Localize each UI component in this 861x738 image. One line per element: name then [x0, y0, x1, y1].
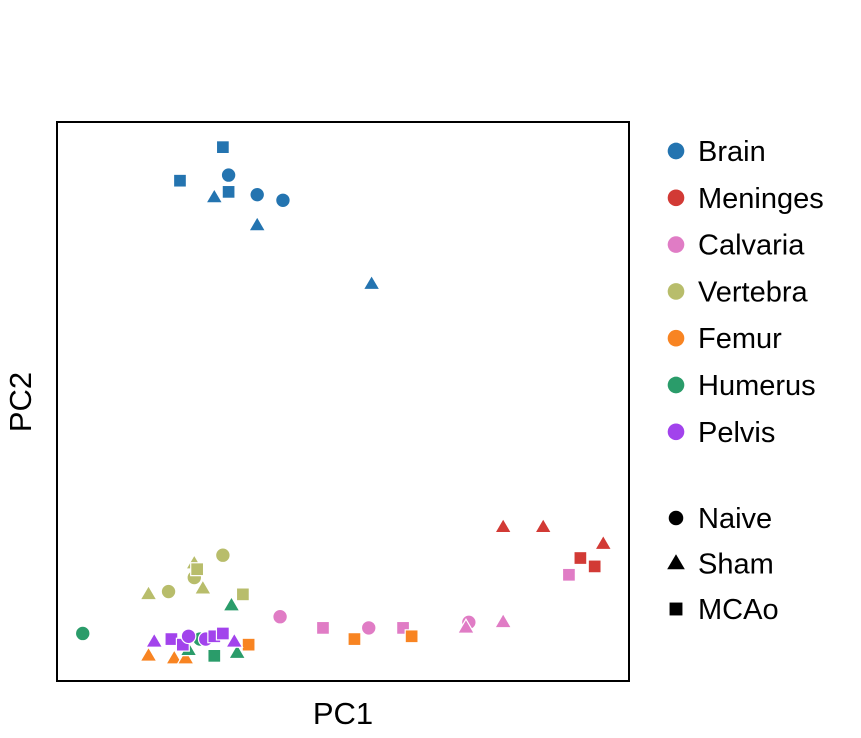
legend-label-femur: Femur	[698, 323, 782, 355]
point-calvaria-mcao	[315, 620, 331, 635]
point-meninges-sham	[493, 517, 513, 534]
point-calvaria-sham	[493, 612, 513, 629]
legend-marker-mcao	[669, 602, 683, 616]
legend-label-calvaria: Calvaria	[698, 230, 805, 262]
point-humerus-sham	[222, 595, 241, 612]
point-brain-mcao	[172, 173, 188, 188]
point-meninges-sham	[533, 517, 553, 534]
point-brain-sham	[362, 274, 381, 291]
legend-swatch-calvaria	[667, 236, 685, 253]
point-brain-naive	[275, 192, 291, 209]
point-brain-mcao	[215, 140, 230, 155]
legend-label-vertebra: Vertebra	[698, 276, 808, 308]
point-brain-sham	[247, 215, 267, 232]
legend-marker-naive	[668, 510, 684, 526]
plot-frame	[56, 121, 630, 682]
point-femur-mcao	[404, 629, 419, 644]
legend-swatch-brain	[667, 142, 685, 160]
point-brain-mcao	[221, 184, 236, 199]
point-humerus-sham	[227, 643, 247, 660]
points-layer	[74, 140, 613, 665]
point-vertebra-sham	[193, 578, 213, 595]
point-humerus-mcao	[207, 648, 222, 663]
legend-swatch-meninges	[667, 189, 685, 207]
point-brain-sham	[205, 187, 224, 204]
point-vertebra-sham	[139, 584, 158, 601]
legend-swatch-humerus	[667, 376, 685, 394]
point-meninges-mcao	[587, 559, 602, 574]
x-axis-label: PC1	[313, 696, 373, 731]
point-vertebra-naive	[160, 583, 177, 600]
legend-label-humerus: Humerus	[698, 370, 816, 402]
point-calvaria-naive	[360, 620, 377, 636]
y-axis-label: PC2	[3, 372, 38, 432]
legend-label-meninges: Meninges	[698, 183, 824, 215]
legend-swatch-vertebra	[667, 283, 685, 300]
legend-label-sham: Sham	[698, 549, 774, 581]
point-vertebra-mcao	[190, 562, 205, 577]
legend-label-brain: Brain	[698, 136, 766, 168]
point-pelvis-mcao	[215, 626, 230, 641]
point-calvaria-naive	[272, 608, 288, 625]
legend-swatch-pelvis	[667, 423, 685, 441]
point-calvaria-sham	[456, 618, 476, 634]
point-femur-mcao	[241, 637, 256, 652]
point-femur-sham	[176, 648, 195, 665]
point-humerus-naive	[74, 625, 91, 642]
legend: Brain Meninges Calvaria Vertebra Femur Humeru…	[667, 136, 824, 626]
legend-swatch-femur	[667, 329, 685, 347]
point-meninges-sham	[593, 534, 613, 551]
legend-label-mcao: MCAo	[698, 594, 779, 626]
point-calvaria-mcao	[561, 567, 576, 582]
point-pelvis-sham	[144, 632, 164, 648]
legend-label-pelvis: Pelvis	[698, 417, 775, 449]
point-vertebra-naive	[215, 547, 231, 564]
point-vertebra-mcao	[235, 587, 250, 602]
point-femur-sham	[164, 648, 184, 665]
point-meninges-mcao	[573, 550, 588, 566]
point-pelvis-naive	[180, 628, 197, 645]
point-pelvis-sham	[225, 632, 244, 648]
point-brain-naive	[220, 167, 237, 183]
point-femur-sham	[139, 645, 158, 662]
point-femur-mcao	[347, 632, 362, 647]
legend-marker-sham	[667, 554, 685, 570]
point-brain-naive	[249, 186, 266, 203]
legend-label-naive: Naive	[698, 503, 772, 535]
